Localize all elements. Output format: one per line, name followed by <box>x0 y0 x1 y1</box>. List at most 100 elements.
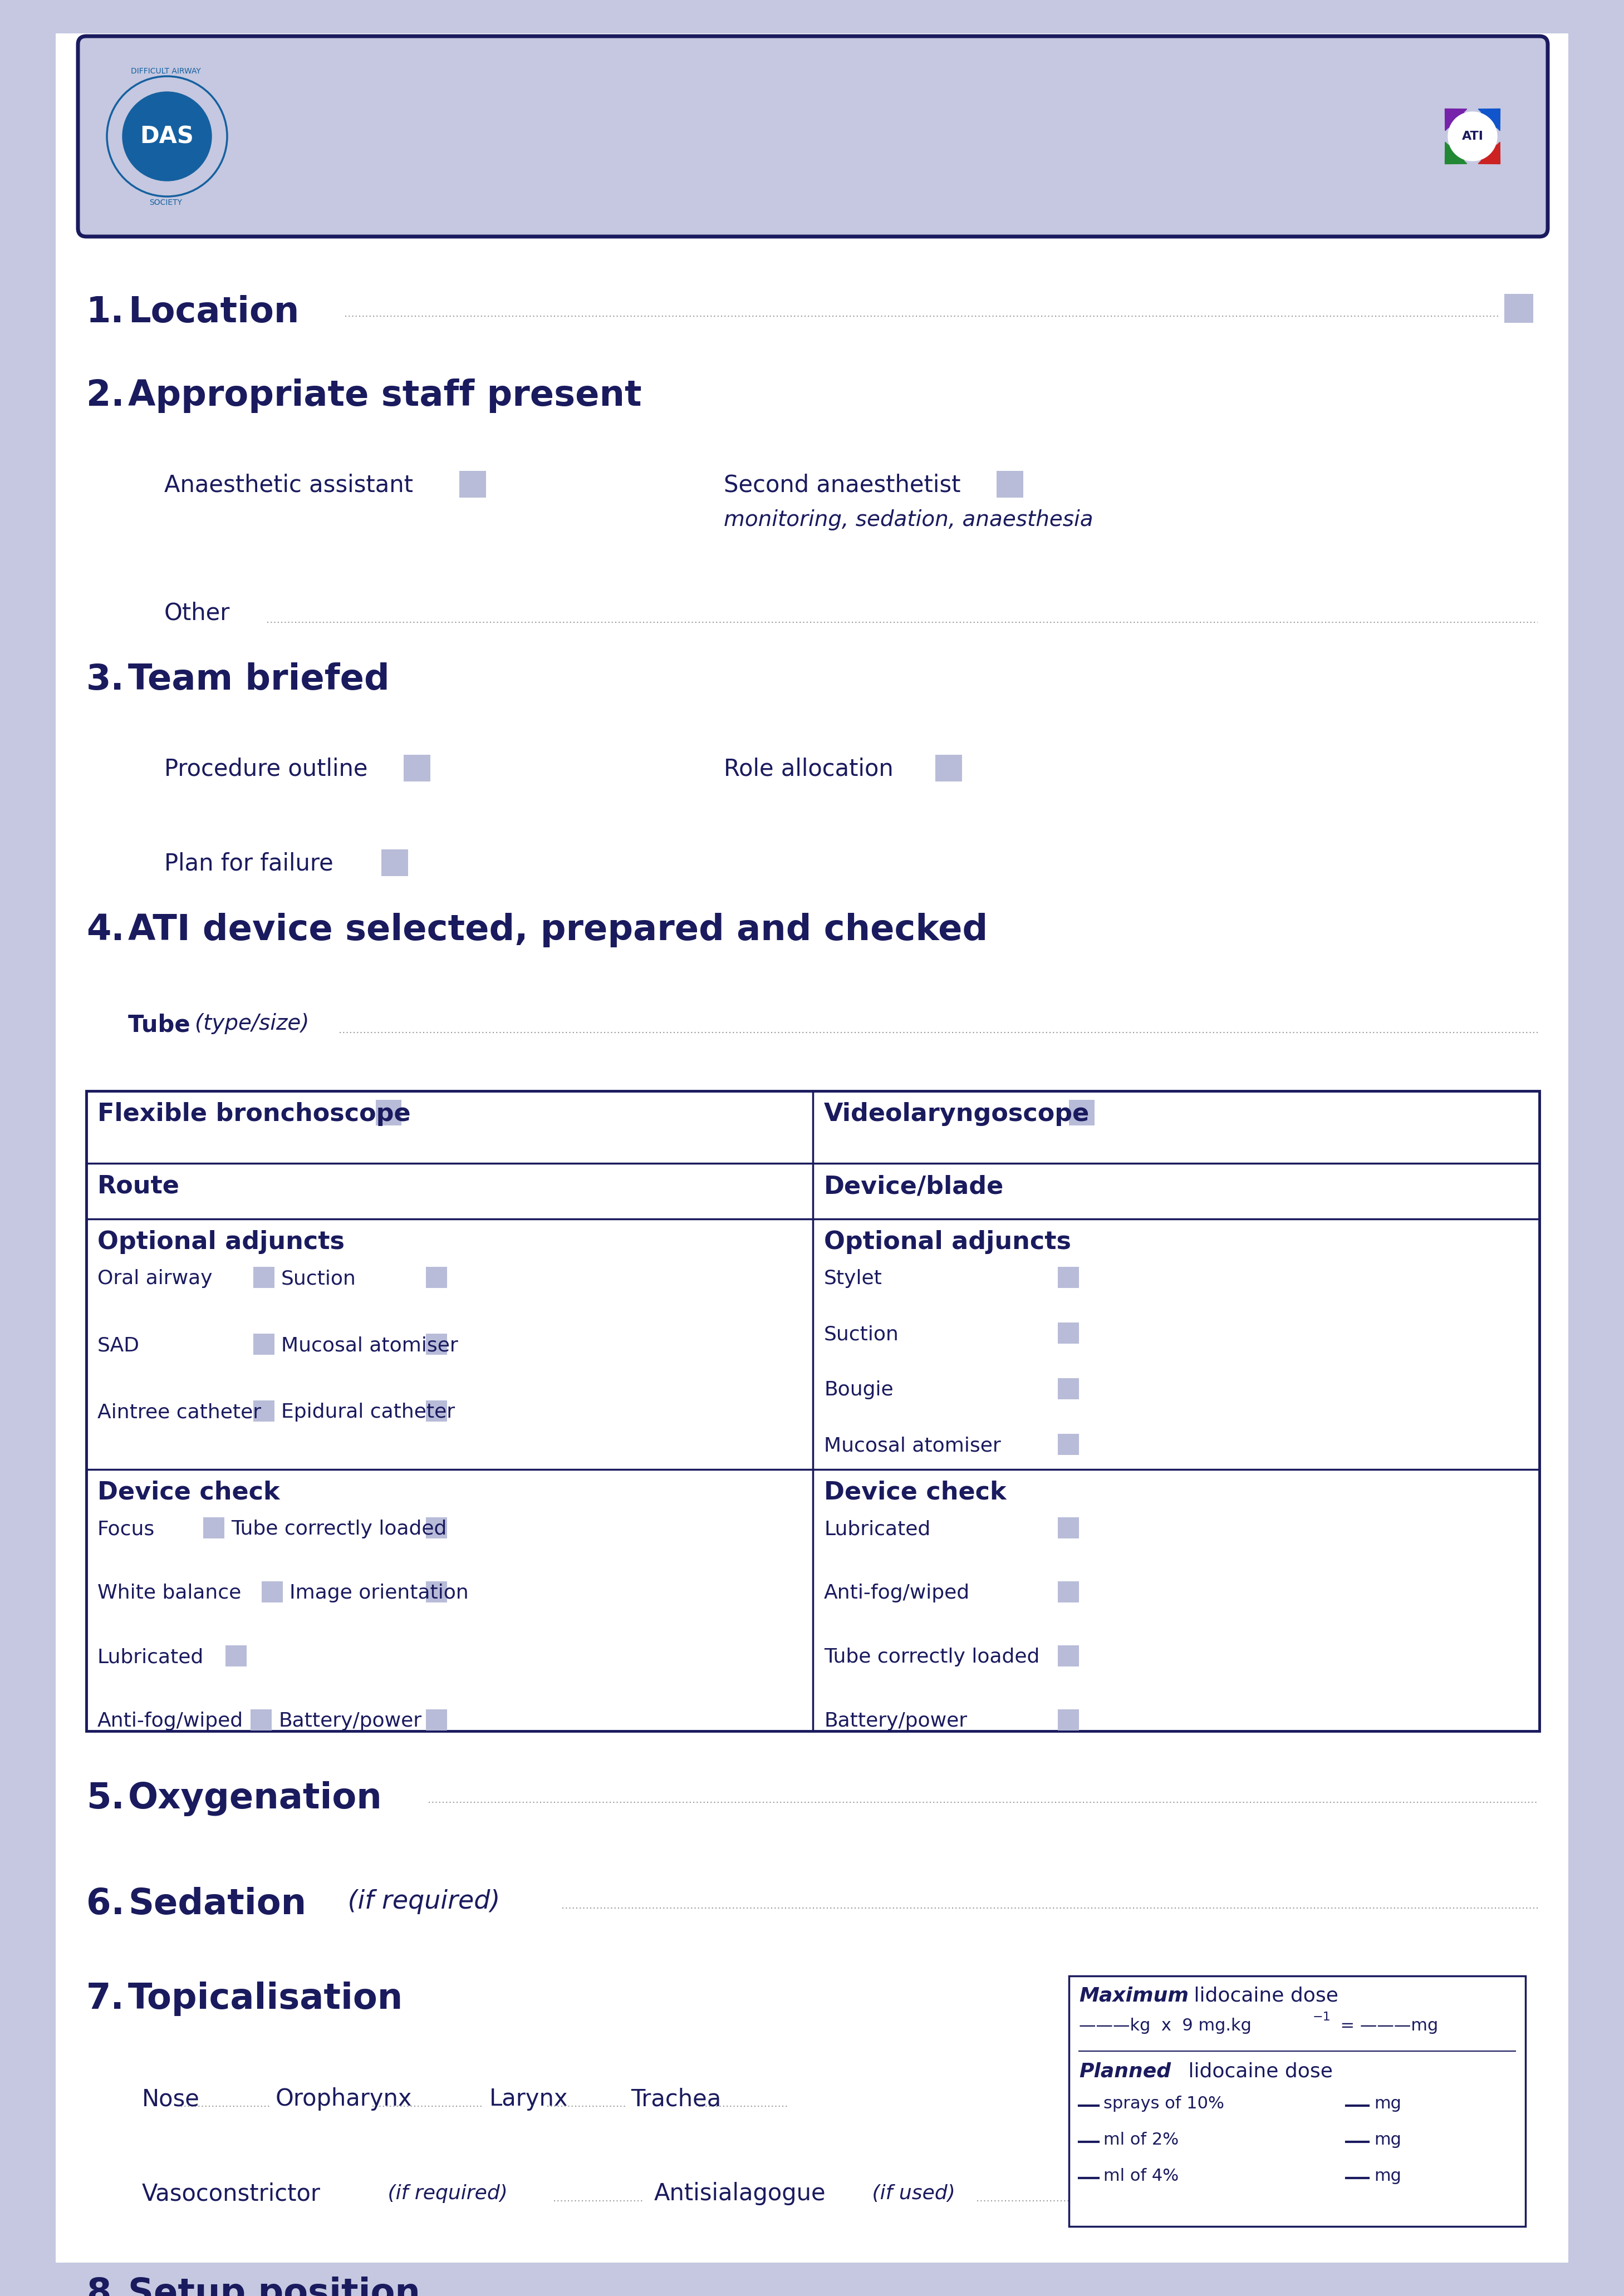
Bar <box>425 1518 447 1538</box>
Text: Mucosal atomiser: Mucosal atomiser <box>823 1435 1000 1456</box>
FancyArrow shape <box>1457 108 1501 152</box>
Text: Procedure outline: Procedure outline <box>164 758 367 781</box>
Text: Team briefed: Team briefed <box>128 661 390 698</box>
Bar <box>261 1582 283 1603</box>
Text: Battery/power: Battery/power <box>278 1711 422 1731</box>
Text: Oropharynx: Oropharynx <box>276 2087 412 2110</box>
Bar <box>404 755 430 781</box>
Bar <box>1069 1100 1095 1125</box>
Text: mg: mg <box>1374 2096 1402 2112</box>
Text: (if required): (if required) <box>339 1890 508 1915</box>
Text: Antisialagogue: Antisialagogue <box>654 2181 827 2204</box>
Text: 1.: 1. <box>86 294 125 331</box>
Text: Sedation: Sedation <box>128 1887 307 1922</box>
Text: sprays of 10%: sprays of 10% <box>1103 2096 1224 2112</box>
Text: DIFFICULT AIRWAY: DIFFICULT AIRWAY <box>132 67 201 76</box>
Text: ATI: ATI <box>1462 131 1483 142</box>
Text: lidocaine dose: lidocaine dose <box>1187 1986 1338 2004</box>
Text: Route: Route <box>97 1176 180 1199</box>
Text: Maximum: Maximum <box>1078 1986 1189 2004</box>
Text: 8.: 8. <box>86 2278 125 2296</box>
Bar <box>250 1708 271 1731</box>
Text: ATI device selected, prepared and checked: ATI device selected, prepared and checke… <box>128 914 987 948</box>
Text: (if required): (if required) <box>382 2183 508 2204</box>
Bar <box>1057 1267 1078 1288</box>
Text: Second anaesthetist: Second anaesthetist <box>724 473 961 496</box>
Text: Role allocation: Role allocation <box>724 758 893 781</box>
Text: Other: Other <box>164 602 231 625</box>
Bar <box>1057 1646 1078 1667</box>
Text: Device check: Device check <box>97 1481 279 1504</box>
Circle shape <box>122 92 211 181</box>
Bar <box>1057 1708 1078 1731</box>
Text: Anti-fog/wiped: Anti-fog/wiped <box>97 1711 244 1731</box>
Bar <box>203 1518 224 1538</box>
Text: Device check: Device check <box>823 1481 1007 1504</box>
Bar <box>253 1334 274 1355</box>
Text: 6.: 6. <box>86 1887 125 1922</box>
Bar <box>253 1267 274 1288</box>
Text: Vasoconstrictor: Vasoconstrictor <box>141 2181 320 2204</box>
Bar <box>375 1100 401 1125</box>
Text: Focus: Focus <box>97 1520 154 1538</box>
FancyArrow shape <box>1445 122 1488 163</box>
Bar <box>382 850 408 877</box>
Text: lidocaine dose: lidocaine dose <box>1182 2062 1333 2080</box>
Text: 2.: 2. <box>86 379 125 413</box>
Bar <box>1057 1582 1078 1603</box>
Text: Topicalisation: Topicalisation <box>128 1981 403 2016</box>
Text: Tube correctly loaded: Tube correctly loaded <box>231 1520 447 1538</box>
FancyArrow shape <box>1445 108 1488 152</box>
Text: = ———mg: = ———mg <box>1330 2018 1439 2034</box>
Text: Anti-fog/wiped: Anti-fog/wiped <box>823 1584 970 1603</box>
Text: Device/blade: Device/blade <box>823 1176 1004 1199</box>
Bar <box>1057 1518 1078 1538</box>
Text: 5.: 5. <box>86 1782 125 1816</box>
Text: Setup position: Setup position <box>128 2278 421 2296</box>
Text: Optional adjuncts: Optional adjuncts <box>97 1231 344 1254</box>
Text: Stylet: Stylet <box>823 1270 882 1288</box>
Text: monitoring, sedation, anaesthesia: monitoring, sedation, anaesthesia <box>724 510 1093 530</box>
Text: Videolaryngoscope: Videolaryngoscope <box>823 1102 1090 1125</box>
Text: Nose: Nose <box>141 2087 200 2110</box>
Text: Battery/power: Battery/power <box>823 1711 968 1731</box>
Text: mg: mg <box>1374 2167 1402 2183</box>
Text: (if used): (if used) <box>866 2183 955 2204</box>
Bar <box>425 1267 447 1288</box>
Text: Trachea: Trachea <box>630 2087 721 2110</box>
Text: 7.: 7. <box>86 1981 125 2016</box>
Text: Planned: Planned <box>1078 2062 1171 2080</box>
Bar <box>425 1582 447 1603</box>
Text: Tube: Tube <box>128 1013 198 1035</box>
Text: Optional adjuncts: Optional adjuncts <box>823 1231 1072 1254</box>
Text: ———kg  x  9 mg.kg: ———kg x 9 mg.kg <box>1078 2018 1252 2034</box>
Text: SAD: SAD <box>97 1336 140 1355</box>
Bar <box>935 755 961 781</box>
FancyArrow shape <box>1457 122 1501 163</box>
Bar <box>86 1091 1540 1731</box>
Text: Epidural catheter: Epidural catheter <box>281 1403 455 1421</box>
Text: DAS: DAS <box>140 124 193 147</box>
Text: Lubricated: Lubricated <box>823 1520 931 1538</box>
Text: ml of 2%: ml of 2% <box>1103 2131 1179 2149</box>
Bar <box>1057 1433 1078 1456</box>
Bar <box>226 1646 247 1667</box>
Bar <box>1069 1977 1525 2227</box>
Text: −1: −1 <box>1312 2011 1332 2023</box>
Text: White balance: White balance <box>97 1584 242 1603</box>
Text: Tube correctly loaded: Tube correctly loaded <box>823 1649 1039 1667</box>
Bar <box>997 471 1023 498</box>
Bar <box>1057 1378 1078 1398</box>
Bar <box>460 471 486 498</box>
Text: Oxygenation: Oxygenation <box>128 1782 382 1816</box>
Text: ml of 4%: ml of 4% <box>1103 2167 1179 2183</box>
Circle shape <box>1449 113 1497 161</box>
Text: Mucosal atomiser: Mucosal atomiser <box>281 1336 458 1355</box>
Text: Suction: Suction <box>823 1325 900 1343</box>
Text: Larynx: Larynx <box>489 2087 568 2110</box>
Text: Suction: Suction <box>281 1270 356 1288</box>
Text: mg: mg <box>1374 2131 1402 2149</box>
Text: Bougie: Bougie <box>823 1380 893 1398</box>
Text: Oral airway: Oral airway <box>97 1270 213 1288</box>
Bar <box>425 1401 447 1421</box>
